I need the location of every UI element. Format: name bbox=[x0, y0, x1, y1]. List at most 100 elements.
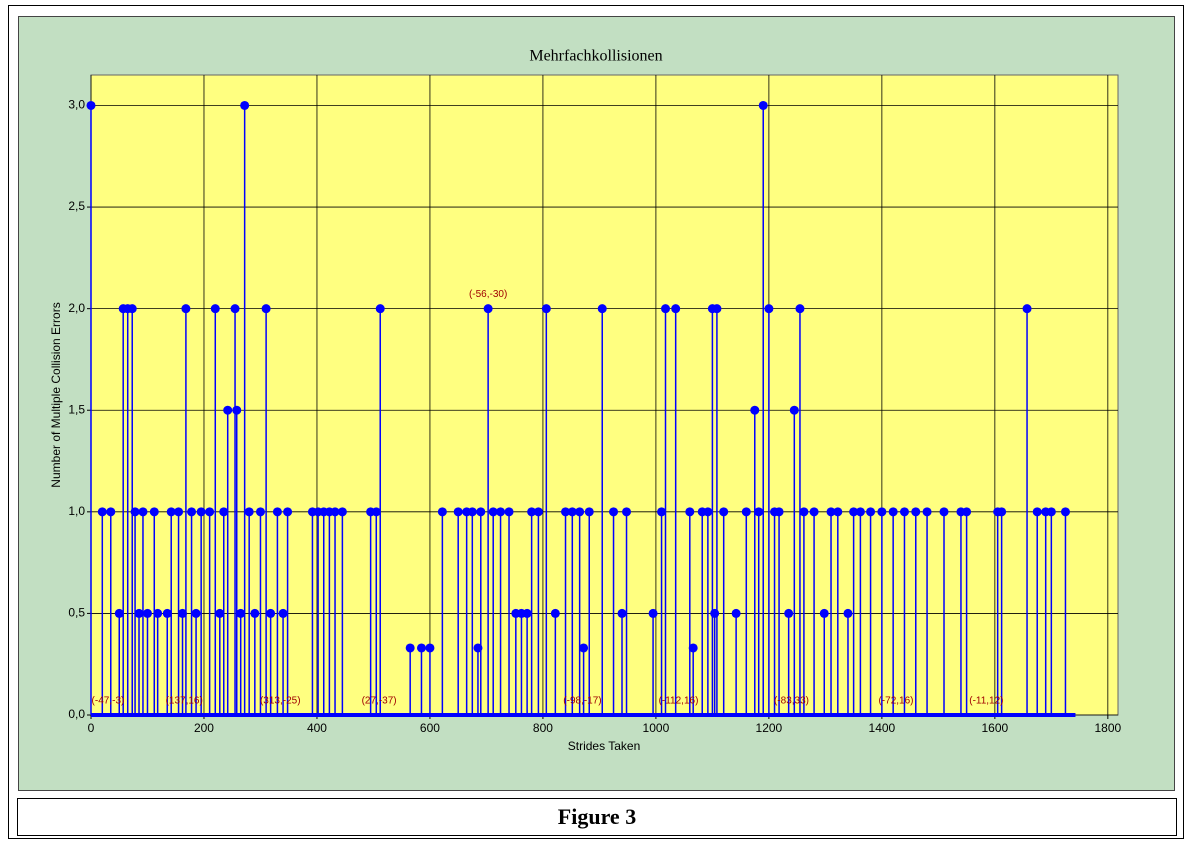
marker bbox=[405, 643, 415, 653]
marker bbox=[244, 507, 254, 517]
marker bbox=[330, 507, 340, 517]
annotation: (-72,16) bbox=[878, 695, 913, 706]
x-tick-label: 1600 bbox=[981, 721, 1008, 735]
marker bbox=[149, 507, 159, 517]
marker bbox=[741, 507, 751, 517]
marker bbox=[196, 507, 206, 517]
marker bbox=[541, 304, 551, 314]
marker bbox=[278, 608, 288, 618]
x-tick-label: 200 bbox=[194, 721, 214, 735]
marker bbox=[272, 507, 282, 517]
annotation: (-11,12) bbox=[969, 695, 1003, 706]
x-tick-label: 1400 bbox=[869, 721, 896, 735]
marker bbox=[476, 507, 486, 517]
marker bbox=[240, 100, 250, 110]
x-tick-label: 1200 bbox=[756, 721, 783, 735]
x-tick-label: 1800 bbox=[1094, 721, 1121, 735]
marker bbox=[750, 405, 760, 415]
x-tick-label: 400 bbox=[307, 721, 327, 735]
marker bbox=[488, 507, 498, 517]
marker bbox=[127, 304, 137, 314]
marker bbox=[483, 304, 493, 314]
marker bbox=[866, 507, 876, 517]
marker bbox=[609, 507, 619, 517]
marker bbox=[877, 507, 887, 517]
marker bbox=[250, 608, 260, 618]
marker bbox=[1046, 507, 1056, 517]
marker bbox=[1060, 507, 1070, 517]
marker bbox=[617, 608, 627, 618]
annotation: (137,16) bbox=[166, 695, 203, 706]
y-tick-label: 2,5 bbox=[68, 199, 85, 213]
marker bbox=[187, 507, 197, 517]
marker bbox=[130, 507, 140, 517]
annotation: (-47,-3) bbox=[92, 695, 125, 706]
annotation: (313,-25) bbox=[260, 695, 301, 706]
marker bbox=[561, 507, 571, 517]
marker bbox=[236, 608, 246, 618]
marker bbox=[597, 304, 607, 314]
marker bbox=[162, 608, 172, 618]
marker bbox=[789, 405, 799, 415]
marker bbox=[1032, 507, 1042, 517]
marker bbox=[86, 100, 96, 110]
marker bbox=[584, 507, 594, 517]
marker bbox=[533, 507, 543, 517]
marker bbox=[579, 643, 589, 653]
marker bbox=[758, 100, 768, 110]
marker bbox=[962, 507, 972, 517]
y-tick-label: 1,0 bbox=[68, 504, 85, 518]
marker bbox=[671, 304, 681, 314]
marker bbox=[1022, 304, 1032, 314]
marker bbox=[522, 608, 532, 618]
marker bbox=[467, 507, 477, 517]
marker bbox=[622, 507, 632, 517]
marker bbox=[215, 608, 225, 618]
marker bbox=[153, 608, 163, 618]
marker bbox=[232, 405, 242, 415]
marker bbox=[888, 507, 898, 517]
marker bbox=[819, 608, 829, 618]
marker bbox=[688, 643, 698, 653]
marker bbox=[855, 507, 865, 517]
marker bbox=[97, 507, 107, 517]
marker bbox=[181, 304, 191, 314]
marker bbox=[799, 507, 809, 517]
marker bbox=[496, 507, 506, 517]
marker bbox=[567, 507, 577, 517]
marker bbox=[661, 304, 671, 314]
x-tick-label: 1000 bbox=[643, 721, 670, 735]
marker bbox=[575, 507, 585, 517]
marker bbox=[219, 507, 229, 517]
marker bbox=[210, 304, 220, 314]
marker bbox=[166, 507, 176, 517]
marker bbox=[266, 608, 276, 618]
marker bbox=[795, 304, 805, 314]
x-tick-label: 800 bbox=[533, 721, 553, 735]
x-tick-label: 0 bbox=[88, 721, 95, 735]
marker bbox=[939, 507, 949, 517]
marker bbox=[261, 304, 271, 314]
marker bbox=[922, 507, 932, 517]
marker bbox=[142, 608, 152, 618]
marker bbox=[283, 507, 293, 517]
marker bbox=[371, 507, 381, 517]
figure-frame bbox=[8, 5, 1184, 839]
y-tick-label: 3,0 bbox=[68, 98, 85, 112]
marker bbox=[849, 507, 859, 517]
annotation: (-56,-30) bbox=[469, 289, 507, 300]
marker bbox=[719, 507, 729, 517]
annotation: (-112,16) bbox=[659, 695, 699, 706]
marker bbox=[106, 507, 116, 517]
x-tick-label: 600 bbox=[420, 721, 440, 735]
marker bbox=[255, 507, 265, 517]
marker bbox=[473, 643, 483, 653]
marker bbox=[685, 507, 695, 517]
marker bbox=[731, 608, 741, 618]
marker bbox=[453, 507, 463, 517]
marker bbox=[425, 643, 435, 653]
marker bbox=[997, 507, 1007, 517]
y-tick-label: 1,5 bbox=[68, 402, 85, 416]
